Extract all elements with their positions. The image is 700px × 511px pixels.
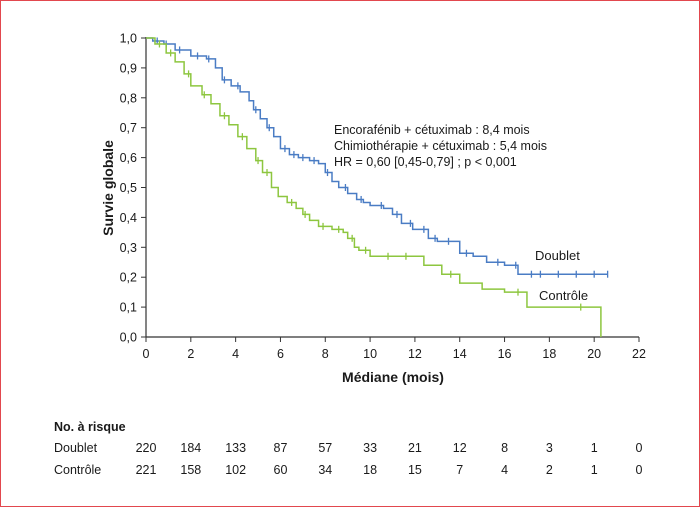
y-tick-label: 0,6 xyxy=(120,151,137,165)
risk-cell-doublet: 0 xyxy=(636,441,643,455)
y-tick-label: 0,7 xyxy=(120,121,137,135)
y-tick-label: 0,5 xyxy=(120,181,137,195)
risk-row-label-control: Contrôle xyxy=(54,463,101,477)
risk-cell-doublet: 57 xyxy=(318,441,332,455)
x-tick-label: 18 xyxy=(542,347,556,361)
y-tick-label: 1,0 xyxy=(120,32,137,46)
x-axis-title: Médiane (mois) xyxy=(342,369,444,385)
y-tick-label: 0,1 xyxy=(120,301,137,315)
curve-doublet xyxy=(146,37,608,275)
annotation-control-median: Chimiothérapie + cétuximab : 5,4 mois xyxy=(334,139,547,153)
risk-cell-doublet: 220 xyxy=(136,441,157,455)
risk-cell-control: 7 xyxy=(456,463,463,477)
x-tick-label: 22 xyxy=(632,347,646,361)
risk-cell-doublet: 33 xyxy=(363,441,377,455)
risk-cell-doublet: 87 xyxy=(274,441,288,455)
y-tick-label: 0,3 xyxy=(120,241,137,255)
risk-cell-doublet: 184 xyxy=(180,441,201,455)
x-tick-label: 4 xyxy=(232,347,239,361)
x-tick-label: 10 xyxy=(363,347,377,361)
risk-cell-control: 1 xyxy=(591,463,598,477)
x-tick-label: 20 xyxy=(587,347,601,361)
y-tick-label: 0,8 xyxy=(120,91,137,105)
risk-cell-doublet: 21 xyxy=(408,441,422,455)
risk-cell-control: 15 xyxy=(408,463,422,477)
x-tick-label: 12 xyxy=(408,347,422,361)
risk-cell-control: 4 xyxy=(501,463,508,477)
risk-cell-doublet: 3 xyxy=(546,441,553,455)
risk-cell-doublet: 133 xyxy=(225,441,246,455)
risk-cell-control: 34 xyxy=(318,463,332,477)
annotation-hazard-ratio: HR = 0,60 [0,45-0,79] ; p < 0,001 xyxy=(334,155,517,169)
series-label-control: Contrôle xyxy=(539,288,588,303)
risk-cell-control: 18 xyxy=(363,463,377,477)
x-tick-label: 8 xyxy=(322,347,329,361)
x-tick-label: 2 xyxy=(187,347,194,361)
x-tick-label: 14 xyxy=(453,347,467,361)
risk-table-title: No. à risque xyxy=(54,420,126,434)
annotation-doublet-median: Encorafénib + cétuximab : 8,4 mois xyxy=(334,123,530,137)
y-tick-labels: 0,0 0,1 0,2 0,3 0,4 0,5 0,6 0,7 0,8 0,9 1,0 xyxy=(120,32,146,345)
y-tick-label: 0,2 xyxy=(120,271,137,285)
risk-cell-control: 0 xyxy=(636,463,643,477)
y-axis-title: Survie globale xyxy=(100,140,116,236)
x-tick-label: 16 xyxy=(498,347,512,361)
curve-control xyxy=(146,37,602,337)
y-tick-label: 0,0 xyxy=(120,331,137,345)
risk-cell-control: 60 xyxy=(274,463,288,477)
risk-cell-control: 2 xyxy=(546,463,553,477)
y-tick-label: 0,9 xyxy=(120,61,137,75)
risk-row-label-doublet: Doublet xyxy=(54,441,98,455)
risk-cell-doublet: 1 xyxy=(591,441,598,455)
series-label-doublet: Doublet xyxy=(535,248,580,263)
risk-cell-doublet: 12 xyxy=(453,441,467,455)
survival-curves xyxy=(146,37,609,337)
x-tick-labels: 0 2 4 6 8 10 12 14 16 18 20 22 xyxy=(143,337,646,361)
x-tick-label: 6 xyxy=(277,347,284,361)
risk-cell-doublet: 8 xyxy=(501,441,508,455)
risk-cell-control: 102 xyxy=(225,463,246,477)
risk-cell-control: 158 xyxy=(180,463,201,477)
x-tick-label: 0 xyxy=(143,347,150,361)
risk-cell-control: 221 xyxy=(136,463,157,477)
y-tick-label: 0,4 xyxy=(120,211,137,225)
